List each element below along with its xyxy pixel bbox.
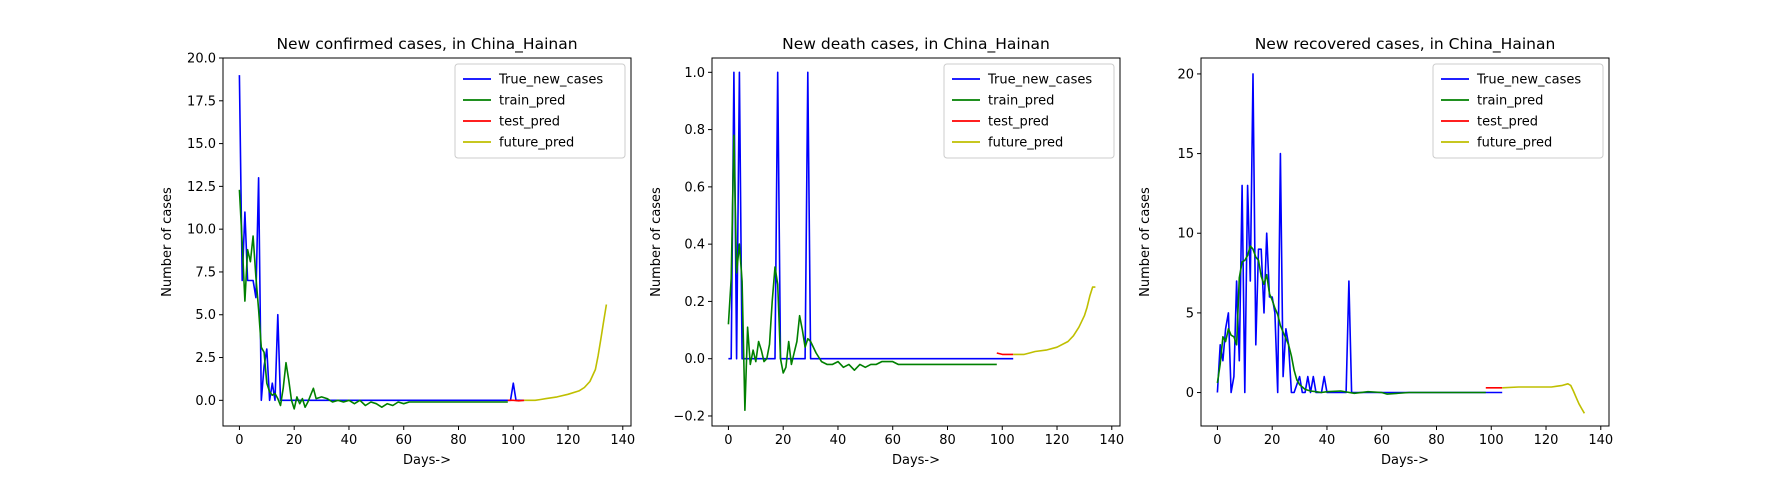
x-tick-label: 100 [990, 433, 1015, 448]
legend-label: test_pred [988, 115, 1049, 130]
legend: True_new_cases train_pred test_pred future_… [1432, 63, 1604, 159]
chart-panel-2: New death cases, in China_Hainan 0 20 40 60 8… [649, 35, 1124, 468]
series-group [1216, 73, 1586, 414]
legend-label: True_new_cases [987, 73, 1092, 88]
x-tick-label: 140 [1099, 433, 1124, 448]
legend-label: test_pred [1477, 115, 1538, 130]
x-tick-label: 60 [395, 433, 412, 448]
y-axis-label: Number of cases [160, 187, 175, 297]
chart-panel-1: New confirmed cases, in China_Hainan 0 20 4… [160, 35, 635, 468]
x-axis-label: Days-> [1381, 453, 1429, 468]
x-tick-label: 40 [341, 433, 358, 448]
series-group [238, 75, 608, 410]
y-tick-label: 0.0 [195, 394, 216, 409]
x-tick-label: 20 [1264, 433, 1281, 448]
legend-box [454, 63, 626, 159]
y-tick-label: 0.4 [684, 238, 705, 253]
x-axis-label: Days-> [892, 453, 940, 468]
legend: True_new_cases train_pred test_pred future_… [454, 63, 626, 159]
y-tick-label: 20 [1177, 67, 1194, 82]
x-tick-label: 100 [501, 433, 526, 448]
y-tick-label: 1.0 [684, 66, 705, 81]
legend-label: True_new_cases [498, 73, 603, 88]
x-tick-label: 60 [1373, 433, 1390, 448]
y-tick-label: 12.5 [187, 180, 216, 195]
y-tick-label: −0.2 [673, 409, 705, 424]
chart-title: New death cases, in China_Hainan [782, 35, 1050, 54]
series-line-train-pred [1216, 245, 1486, 395]
x-tick-label: 20 [286, 433, 303, 448]
x-tick-label: 80 [939, 433, 956, 448]
chart-title: New confirmed cases, in China_Hainan [276, 35, 577, 54]
x-tick-label: 20 [775, 433, 792, 448]
plot-frame [1200, 57, 1610, 427]
y-tick-label: 2.5 [195, 351, 216, 366]
x-tick-label: 40 [830, 433, 847, 448]
legend-label: future_pred [1477, 136, 1552, 151]
x-tick-label: 40 [1319, 433, 1336, 448]
series-group [727, 71, 1096, 412]
x-tick-label: 0 [724, 433, 732, 448]
y-tick-label: 0.2 [684, 295, 705, 310]
legend-label: future_pred [499, 136, 574, 151]
y-tick-label: 0 [1186, 386, 1194, 401]
series-line-true-new-cases [728, 71, 1014, 360]
plot-frame [711, 57, 1121, 427]
chart-panel-3: New recovered cases, in China_Hainan 0 20 4… [1138, 35, 1613, 468]
series-line-true-new-cases [1216, 73, 1503, 394]
x-tick-label: 100 [1479, 433, 1504, 448]
legend-label: train_pred [988, 94, 1054, 109]
x-tick-label: 80 [1428, 433, 1445, 448]
y-tick-label: 20.0 [187, 52, 216, 67]
series-line-test-pred [507, 399, 525, 402]
series-line-future-pred [1502, 382, 1586, 414]
x-tick-label: 120 [1045, 433, 1070, 448]
x-tick-label: 80 [450, 433, 467, 448]
y-tick-label: 0.0 [684, 352, 705, 367]
legend-label: train_pred [499, 94, 565, 109]
y-tick-label: 5.0 [195, 308, 216, 323]
series-line-train-pred [727, 134, 997, 412]
x-axis-label: Days-> [403, 453, 451, 468]
series-line-future-pred [1013, 286, 1096, 356]
series-line-train-pred [238, 189, 508, 410]
y-axis-label: Number of cases [649, 187, 664, 297]
x-tick-label: 120 [556, 433, 581, 448]
legend-label: test_pred [499, 115, 560, 130]
legend-box [1432, 63, 1604, 159]
plot-frame [222, 57, 632, 427]
y-tick-label: 0.6 [684, 180, 705, 195]
y-tick-label: 15 [1177, 147, 1194, 162]
legend: True_new_cases train_pred test_pred future_… [943, 63, 1115, 159]
x-tick-label: 60 [884, 433, 901, 448]
x-tick-label: 140 [1588, 433, 1613, 448]
y-tick-label: 0.8 [684, 123, 705, 138]
y-tick-label: 10.0 [187, 223, 216, 238]
series-line-true-new-cases [238, 75, 525, 402]
x-tick-label: 140 [610, 433, 635, 448]
series-line-test-pred [996, 352, 1014, 356]
series-line-future-pred [524, 304, 608, 402]
legend-label: True_new_cases [1476, 73, 1581, 88]
legend-label: future_pred [988, 136, 1063, 151]
y-tick-label: 17.5 [187, 94, 216, 109]
legend-label: train_pred [1477, 94, 1543, 109]
y-tick-label: 5 [1186, 306, 1194, 321]
legend-box [943, 63, 1115, 159]
y-tick-label: 7.5 [195, 265, 216, 280]
x-tick-label: 0 [235, 433, 243, 448]
x-tick-label: 0 [1213, 433, 1221, 448]
y-axis-label: Number of cases [1138, 187, 1153, 297]
y-tick-label: 10 [1177, 227, 1194, 242]
y-tick-label: 15.0 [187, 137, 216, 152]
x-tick-label: 120 [1534, 433, 1559, 448]
chart-title: New recovered cases, in China_Hainan [1255, 35, 1556, 54]
